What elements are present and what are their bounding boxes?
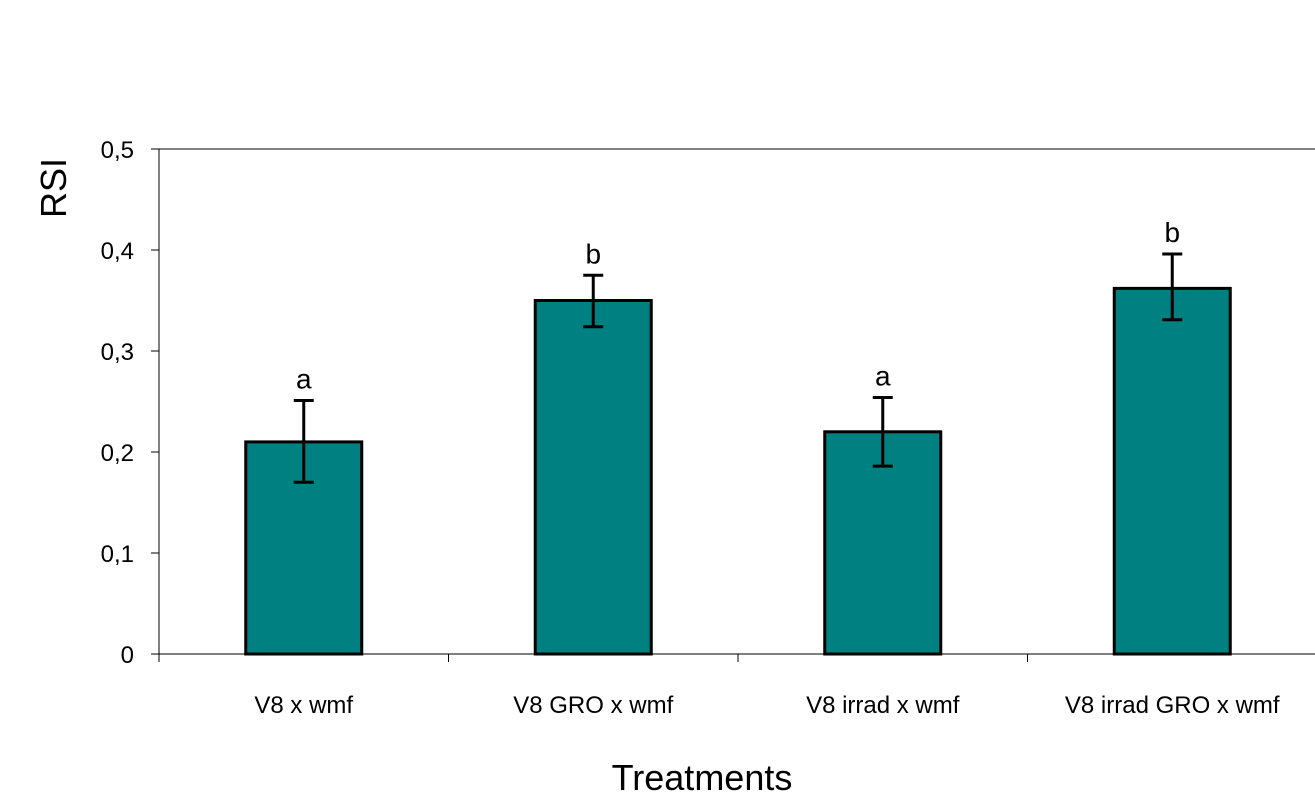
significance-letter: a (296, 363, 312, 394)
plot-area: 0 0,1 0,2 0,3 0,4 0,5 a V8 x wmf b V8 GRO x wmf a V… (101, 137, 1315, 719)
y-tick-label: 0 (121, 642, 134, 669)
y-tick-label: 0,1 (101, 541, 134, 568)
bar (533, 299, 653, 656)
significance-letter: a (875, 360, 891, 391)
significance-letter: b (585, 238, 601, 269)
y-tick-label: 0,4 (101, 238, 134, 265)
y-tick-label: 0,5 (101, 137, 134, 164)
x-tick-label: V8 irrad GRO x wmf (1065, 692, 1280, 719)
bar (823, 430, 943, 656)
y-axis-label: RSI (33, 158, 74, 218)
bar (1112, 286, 1232, 656)
x-tick-label: V8 irrad x wmf (806, 692, 960, 719)
x-axis-label: Treatments (612, 757, 793, 798)
x-tick-label: V8 GRO x wmf (513, 692, 673, 719)
y-tick-label: 0,2 (101, 440, 134, 467)
bar (244, 440, 364, 656)
y-tick-label: 0,3 (101, 339, 134, 366)
x-tick-label: V8 x wmf (254, 692, 353, 719)
significance-letter: b (1164, 217, 1180, 248)
